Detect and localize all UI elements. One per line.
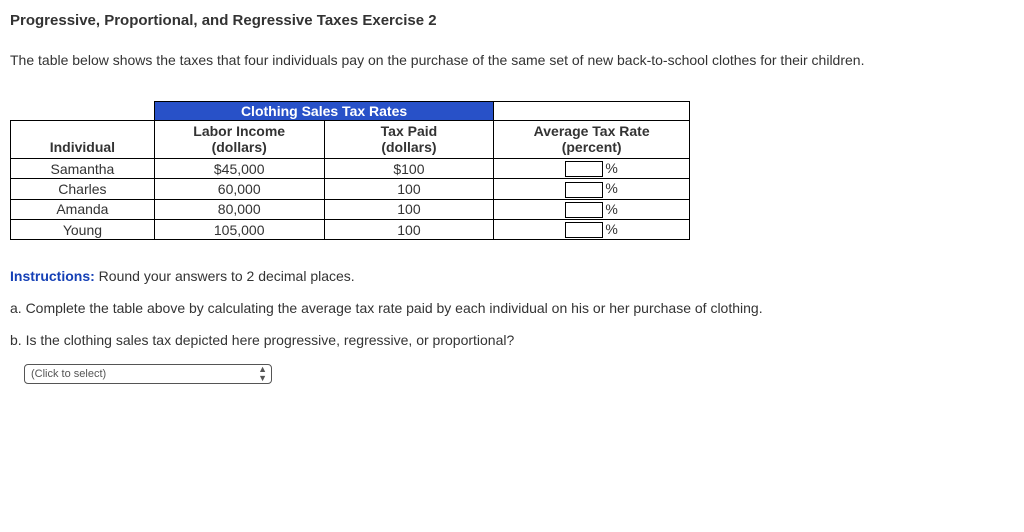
- percent-label: %: [605, 160, 617, 176]
- table-row: Young 105,000 100 %: [11, 220, 690, 240]
- cell-tax: 100: [324, 220, 494, 240]
- col-header-tax: Tax Paid (dollars): [324, 120, 494, 159]
- cell-name: Samantha: [11, 159, 155, 179]
- instructions-text: Round your answers to 2 decimal places.: [95, 268, 355, 284]
- percent-label: %: [605, 201, 617, 217]
- answer-select[interactable]: (Click to select) ▲▼: [24, 364, 272, 384]
- chevron-updown-icon: ▲▼: [258, 365, 267, 383]
- cell-income: 105,000: [154, 220, 324, 240]
- instructions: Instructions: Round your answers to 2 de…: [10, 268, 1014, 284]
- col-header-rate-top: Average Tax Rate: [534, 123, 650, 139]
- tax-table: Clothing Sales Tax Rates Individual Labo…: [10, 101, 690, 241]
- col-header-rate-bot: (percent): [562, 139, 622, 155]
- cell-tax: 100: [324, 199, 494, 219]
- question-b: b. Is the clothing sales tax depicted he…: [10, 332, 1014, 348]
- intro-text: The table below shows the taxes that fou…: [10, 51, 1014, 71]
- col-header-individual: Individual: [11, 120, 155, 159]
- cell-income: 60,000: [154, 179, 324, 199]
- cell-tax: 100: [324, 179, 494, 199]
- rate-input[interactable]: [565, 202, 603, 218]
- page-title: Progressive, Proportional, and Regressiv…: [10, 12, 1014, 29]
- col-header-tax-top: Tax Paid: [381, 123, 438, 139]
- percent-label: %: [605, 180, 617, 196]
- cell-name: Amanda: [11, 199, 155, 219]
- table-row: Samantha $45,000 $100 %: [11, 159, 690, 179]
- percent-label: %: [605, 221, 617, 237]
- rate-input[interactable]: [565, 161, 603, 177]
- cell-rate: %: [494, 159, 690, 179]
- cell-income: $45,000: [154, 159, 324, 179]
- col-header-tax-bot: (dollars): [381, 139, 436, 155]
- question-a: a. Complete the table above by calculati…: [10, 300, 1014, 316]
- col-header-rate: Average Tax Rate (percent): [494, 120, 690, 159]
- select-placeholder: (Click to select): [31, 368, 106, 380]
- cell-tax: $100: [324, 159, 494, 179]
- col-header-income: Labor Income (dollars): [154, 120, 324, 159]
- instructions-label: Instructions:: [10, 268, 95, 284]
- rate-input[interactable]: [565, 222, 603, 238]
- col-header-income-top: Labor Income: [193, 123, 285, 139]
- cell-name: Young: [11, 220, 155, 240]
- col-header-income-bot: (dollars): [212, 139, 267, 155]
- table-row: Amanda 80,000 100 %: [11, 199, 690, 219]
- rate-input[interactable]: [565, 182, 603, 198]
- cell-rate: %: [494, 199, 690, 219]
- cell-name: Charles: [11, 179, 155, 199]
- cell-income: 80,000: [154, 199, 324, 219]
- col-header-individual-label: Individual: [50, 139, 115, 155]
- cell-rate: %: [494, 220, 690, 240]
- table-row: Charles 60,000 100 %: [11, 179, 690, 199]
- table-banner: Clothing Sales Tax Rates: [154, 101, 493, 120]
- cell-rate: %: [494, 179, 690, 199]
